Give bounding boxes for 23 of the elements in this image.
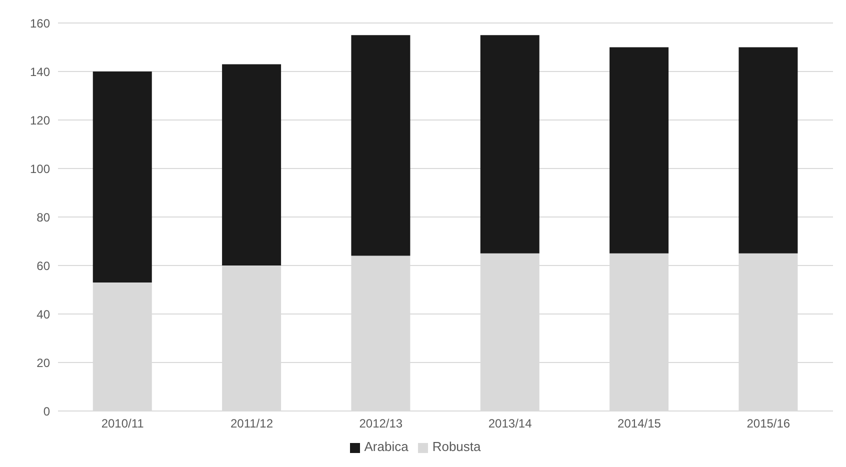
y-tick-label: 40 (36, 307, 50, 322)
y-tick-label: 20 (36, 356, 50, 370)
legend-label: Arabica (364, 439, 408, 454)
bar (222, 64, 282, 266)
y-tick-label: 60 (36, 258, 50, 273)
y-tick-label: 80 (36, 210, 50, 224)
y-tick-label: 100 (30, 162, 50, 176)
x-tick-label: 2015/16 (746, 416, 790, 431)
legend-label: Robusta (432, 439, 481, 454)
y-tick-label: 120 (30, 113, 50, 128)
x-tick-label: 2011/12 (230, 416, 274, 431)
y-tick-label: 0 (43, 404, 50, 418)
x-tick-label: 2012/13 (359, 416, 403, 431)
bar (738, 47, 798, 254)
bar (92, 72, 152, 282)
y-tick-label: 140 (30, 64, 50, 79)
x-tick-label: 2010/11 (101, 416, 144, 431)
bar (351, 35, 410, 256)
x-tick-label: 2014/15 (618, 416, 662, 431)
y-tick-label: 160 (30, 16, 50, 30)
bar (610, 47, 669, 254)
x-tick-label: 2013/14 (488, 416, 532, 431)
bar (480, 35, 540, 254)
